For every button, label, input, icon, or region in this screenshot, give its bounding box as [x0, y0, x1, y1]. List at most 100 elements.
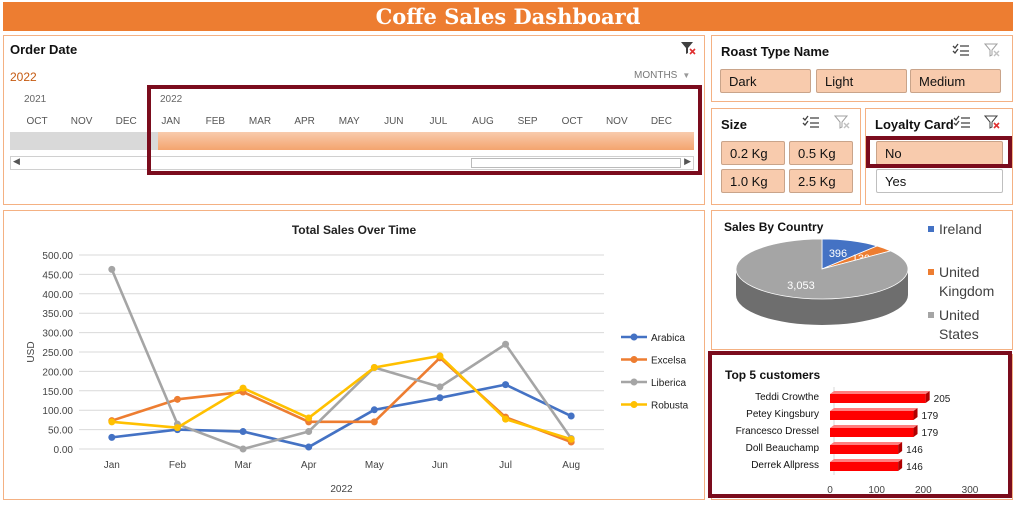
bar-francesco-dressel	[830, 428, 914, 437]
chevron-down-icon: ▼	[682, 71, 691, 80]
pie-slice-united-states	[735, 238, 909, 300]
y-tick-label: 350.00	[42, 309, 73, 320]
legend-label-robusta: Robusta	[651, 401, 689, 412]
bar-petey-kingsbury	[830, 411, 914, 420]
y-tick-label: 250.00	[42, 348, 73, 359]
timeline-month-1[interactable]: NOV	[70, 116, 93, 127]
top-customers-highlight-box	[708, 351, 1012, 498]
pie-legend-swatch	[928, 226, 934, 232]
loyalty-option-no[interactable]: No	[876, 141, 1003, 165]
timeline-month-3[interactable]: JAN	[161, 116, 181, 127]
bar-x-tick-label: 200	[915, 485, 932, 496]
data-point-liberica	[502, 340, 510, 348]
legend-label-liberica: Liberica	[651, 378, 686, 389]
timeline-month-13[interactable]: NOV	[605, 116, 628, 127]
roast-option-medium[interactable]: Medium	[910, 69, 1001, 93]
top-customers-panel: Top 5 customers 0 100 200 300 Teddi Crowthe 20…	[708, 351, 1013, 500]
sales-by-country-chart: Sales By Country3961303,053IrelandUnited…	[724, 220, 994, 342]
timeline-month-12[interactable]: OCT	[561, 116, 583, 127]
bar-side-face	[913, 425, 918, 437]
scroll-thumb[interactable]	[471, 158, 681, 168]
bar-data-label: 205	[934, 394, 951, 405]
size-option-2-5kg[interactable]: 2.5 Kg	[789, 169, 853, 193]
legend-marker	[630, 378, 638, 386]
clear-filter-icon[interactable]	[983, 43, 1000, 62]
x-tick-label: Mar	[234, 460, 252, 471]
loyalty-card-slicer: Loyalty Card No Yes	[865, 108, 1013, 205]
multi-select-icon[interactable]	[952, 43, 970, 62]
clear-filter-icon[interactable]	[680, 41, 696, 60]
loyalty-highlight-box	[866, 136, 1012, 168]
pie-side-wall	[736, 269, 908, 325]
bar-derrek-allpress	[830, 462, 899, 471]
timeline-month-4[interactable]: FEB	[205, 116, 226, 127]
roast-type-slicer: Roast Type Name Dark Light Medium	[711, 35, 1013, 102]
data-point-arabica	[305, 443, 313, 451]
data-point-robusta	[108, 418, 116, 426]
timeline-month-14[interactable]: DEC	[650, 116, 672, 127]
data-point-arabica	[370, 406, 378, 414]
clear-filter-icon[interactable]	[983, 115, 1000, 134]
x-tick-label: May	[365, 460, 384, 471]
bar-chart-title: Top 5 customers	[725, 368, 820, 382]
data-point-excelsa	[370, 418, 378, 426]
bar-category-label: Derrek Allpress	[751, 460, 819, 471]
timeline-month-6[interactable]: APR	[294, 116, 315, 127]
period-level-dropdown[interactable]: MONTHS ▼	[634, 70, 690, 81]
y-tick-label: 50.00	[48, 426, 73, 437]
roast-option-dark[interactable]: Dark	[720, 69, 811, 93]
x-axis-label: 2022	[330, 484, 353, 495]
timeline-month-9[interactable]: JUL	[429, 116, 448, 127]
data-point-arabica	[239, 428, 247, 436]
y-axis-label: USD	[26, 341, 37, 362]
timeline-month-10[interactable]: AUG	[472, 116, 494, 127]
size-option-1-0kg[interactable]: 1.0 Kg	[721, 169, 785, 193]
bar-side-face	[925, 391, 930, 403]
scroll-right-icon[interactable]: ▶	[684, 156, 691, 166]
timeline-month-8[interactable]: JUN	[384, 116, 404, 127]
bar-category-label: Teddi Crowthe	[755, 392, 819, 403]
size-option-0-5kg[interactable]: 0.5 Kg	[789, 141, 853, 165]
timeline-scrollbar[interactable]: ◀ ▶	[10, 156, 694, 170]
bar-category-label: Petey Kingsbury	[746, 409, 819, 420]
y-tick-label: 200.00	[42, 367, 73, 378]
data-point-arabica	[502, 381, 510, 389]
timeline-selected-range[interactable]	[158, 132, 694, 150]
bar-x-tick-label: 100	[868, 485, 885, 496]
loyalty-option-yes[interactable]: Yes	[876, 169, 1003, 193]
x-tick-label: Jan	[104, 460, 120, 471]
multi-select-icon[interactable]	[953, 115, 971, 134]
legend-label-arabica: Arabica	[651, 333, 685, 344]
x-tick-label: Jul	[499, 460, 512, 471]
data-point-liberica	[239, 445, 247, 453]
timeline-track[interactable]	[10, 132, 694, 150]
timeline-month-11[interactable]: SEP	[517, 116, 538, 127]
dashboard-title: Coffe Sales Dashboard	[375, 4, 641, 29]
period-level-label: MONTHS	[634, 70, 678, 81]
bar-top-face	[830, 442, 903, 445]
roast-option-light[interactable]: Light	[816, 69, 907, 93]
bar-data-label: 179	[922, 411, 939, 422]
bar-category-label: Doll Beauchamp	[746, 443, 820, 454]
size-slicer-title: Size	[721, 117, 748, 132]
bar-data-label: 146	[906, 445, 923, 456]
data-point-robusta	[502, 415, 510, 423]
bar-x-tick-label: 0	[827, 485, 833, 496]
data-point-robusta	[436, 352, 444, 360]
timeline-month-7[interactable]: MAY	[338, 116, 360, 127]
scroll-left-icon[interactable]: ◀	[13, 156, 20, 166]
pie-legend-label: United Kingdom	[939, 264, 994, 299]
y-tick-label: 0.00	[54, 445, 74, 456]
timeline-month-0[interactable]: OCT	[26, 116, 48, 127]
timeline-selected-label: 2022	[10, 70, 37, 84]
multi-select-icon[interactable]	[802, 115, 820, 134]
year-label-2022: 2022	[160, 94, 183, 105]
timeline-month-2[interactable]: DEC	[115, 116, 137, 127]
data-point-robusta	[567, 435, 575, 443]
clear-filter-icon[interactable]	[833, 115, 850, 134]
y-tick-label: 450.00	[42, 270, 73, 281]
size-option-0-2kg[interactable]: 0.2 Kg	[721, 141, 785, 165]
x-tick-label: Jun	[432, 460, 448, 471]
legend-marker	[630, 401, 638, 408]
timeline-month-5[interactable]: MAR	[248, 116, 272, 127]
